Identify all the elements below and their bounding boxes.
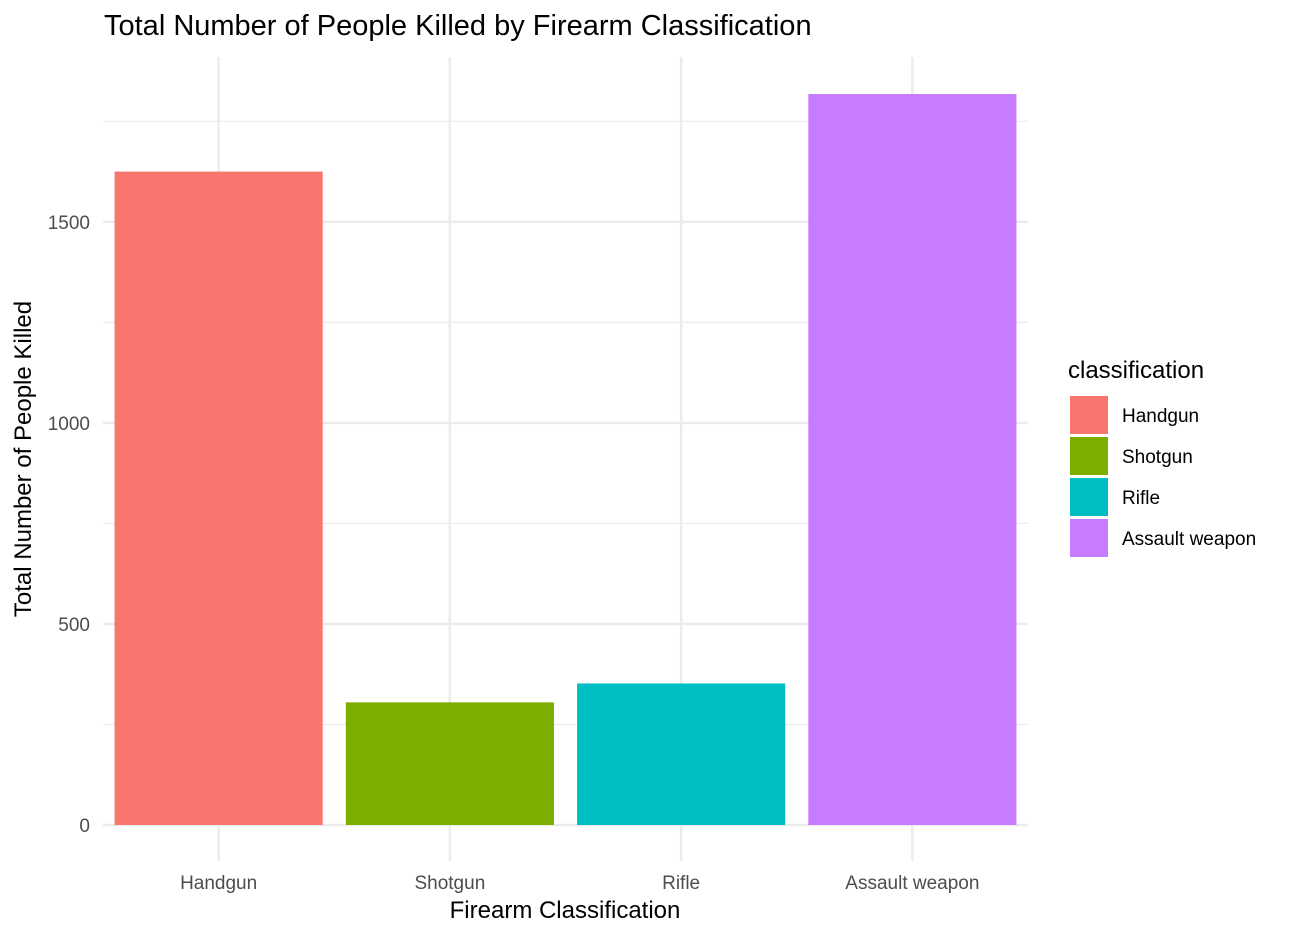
- legend-label: Rifle: [1122, 488, 1160, 509]
- legend-label: Handgun: [1122, 406, 1199, 427]
- bar-shotgun: [346, 702, 554, 825]
- y-tick-label: 500: [58, 615, 90, 636]
- y-tick-label: 1500: [48, 213, 90, 234]
- legend-label: Shotgun: [1122, 447, 1193, 468]
- y-axis-ticks: 0 500 1000 1500: [48, 213, 90, 837]
- x-axis-ticks: Handgun Shotgun Rifle Assault weapon: [180, 873, 979, 894]
- legend-swatch: [1070, 437, 1108, 475]
- bar-handgun: [115, 172, 323, 825]
- legend-swatch: [1070, 478, 1108, 516]
- x-tick-label: Assault weapon: [845, 873, 979, 894]
- x-axis-title: Firearm Classification: [450, 897, 681, 924]
- bar-rifle: [577, 683, 785, 825]
- plot-panel: [103, 57, 1028, 861]
- bars: [115, 94, 1017, 825]
- legend-items: Handgun Shotgun Rifle Assault weapon: [1070, 396, 1256, 557]
- legend-swatch: [1070, 396, 1108, 434]
- legend-swatch: [1070, 519, 1108, 557]
- x-tick-label: Handgun: [180, 873, 257, 894]
- bar-assault-weapon: [808, 94, 1016, 825]
- legend-label: Assault weapon: [1122, 529, 1256, 550]
- legend: classification Handgun Shotgun Rifle Assaul…: [1068, 357, 1256, 557]
- y-tick-label: 0: [79, 816, 90, 837]
- legend-title: classification: [1068, 357, 1204, 384]
- chart-title: Total Number of People Killed by Firearm…: [104, 10, 812, 42]
- x-tick-label: Shotgun: [414, 873, 485, 894]
- y-tick-label: 1000: [48, 414, 90, 435]
- y-axis-title: Total Number of People Killed: [10, 301, 37, 617]
- x-tick-label: Rifle: [662, 873, 700, 894]
